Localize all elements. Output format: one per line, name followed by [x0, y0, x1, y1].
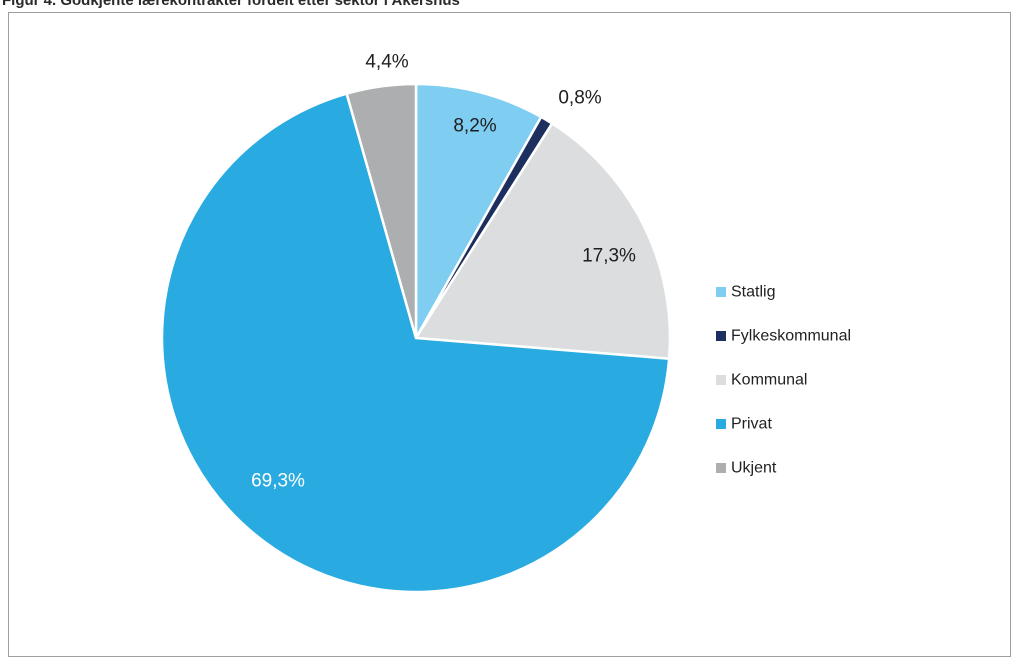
data-label-fylkeskommunal: 0,8%: [558, 88, 601, 109]
legend-swatch-fylkeskommunal: [716, 331, 726, 341]
legend-label-statlig: Statlig: [731, 284, 775, 301]
legend-label-ukjent: Ukjent: [731, 460, 777, 477]
data-label-statlig: 8,2%: [453, 116, 496, 137]
legend-item-ukjent: Ukjent: [716, 460, 777, 477]
legend-swatch-ukjent: [716, 463, 726, 473]
figure-title: Figur 4. Godkjente lærekontrakter fordel…: [2, 0, 460, 9]
legend-item-statlig: Statlig: [716, 284, 775, 301]
legend-item-fylkeskommunal: Fylkeskommunal: [716, 328, 851, 345]
legend: Statlig Fylkeskommunal Kommunal Privat Ukjen…: [716, 284, 851, 477]
data-label-privat: 69,3%: [251, 471, 305, 492]
legend-item-privat: Privat: [716, 416, 772, 433]
pie-slice-statlig: [414, 82, 543, 340]
legend-item-kommunal: Kommunal: [716, 372, 807, 389]
pie-slices: [160, 82, 672, 594]
pie-slice-ukjent: [345, 82, 418, 340]
legend-swatch-privat: [716, 419, 726, 429]
legend-label-fylkeskommunal: Fylkeskommunal: [731, 328, 851, 345]
data-label-kommunal: 17,3%: [582, 246, 636, 267]
legend-swatch-statlig: [716, 287, 726, 297]
data-labels: 8,2% 0,8% 17,3% 69,3% 4,4%: [251, 52, 636, 492]
pie-slice-privat: [160, 92, 671, 594]
legend-label-kommunal: Kommunal: [731, 372, 807, 389]
data-label-ukjent: 4,4%: [365, 52, 408, 73]
legend-swatch-kommunal: [716, 375, 726, 385]
legend-label-privat: Privat: [731, 416, 772, 433]
pie-slice-kommunal: [414, 122, 672, 360]
